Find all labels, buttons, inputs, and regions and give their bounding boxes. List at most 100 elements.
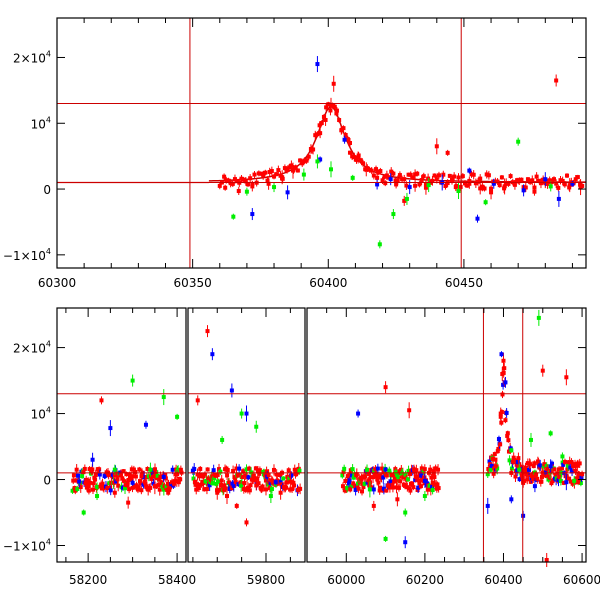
bottom-dense-point (390, 483, 395, 488)
top-y-tick-label: −1×104 (3, 247, 51, 263)
bottom-dense-point (392, 479, 397, 484)
top-dense-point (261, 173, 266, 178)
bottom-dense-point (212, 476, 217, 481)
bottom-dense-point (263, 473, 268, 478)
bottom-dense-point (340, 484, 345, 489)
bottom-dense-point (560, 460, 565, 465)
bottom-dense-point (148, 485, 153, 490)
bottom-dense-point (137, 467, 142, 472)
bottom-dense-point (134, 483, 139, 488)
bottom-point (210, 352, 215, 357)
bottom-dense-point (294, 472, 299, 477)
bottom-dense-point (567, 476, 572, 481)
top-point (310, 147, 315, 152)
bottom-dense-point (245, 485, 250, 490)
top-point (532, 189, 537, 194)
top-dense-point (276, 168, 281, 173)
bottom-dense-point (71, 478, 76, 483)
bottom-dense-point (538, 463, 543, 468)
bottom-dense-point (543, 473, 548, 478)
bottom-dense-point (78, 485, 83, 490)
bottom-x-tick-label: 60400 (484, 573, 522, 587)
bottom-dense-point (108, 485, 113, 490)
bottom-dense-point (178, 467, 183, 472)
top-point (556, 196, 561, 201)
top-dense-point (523, 185, 528, 190)
top-dense-point (404, 183, 409, 188)
bottom-dense-point (176, 480, 181, 485)
top-dense-point (287, 165, 292, 170)
bottom-y-tick-label: 104 (31, 406, 51, 422)
top-x-tick-label: 60400 (309, 276, 347, 290)
top-dense-point (497, 183, 502, 188)
top-dense-point (456, 175, 461, 180)
bottom-dense-point (395, 473, 400, 478)
bottom-dense-point (235, 473, 240, 478)
bottom-dense-point (515, 459, 520, 464)
bottom-dense-point (251, 473, 256, 478)
bottom-point (254, 424, 259, 429)
top-dense-point (458, 184, 463, 189)
bottom-point (572, 478, 577, 483)
bottom-dense-point (521, 467, 526, 472)
bottom-dense-point (136, 485, 141, 490)
top-dense-point (471, 172, 476, 177)
bottom-point (536, 315, 541, 320)
bottom-dense-point (380, 466, 385, 471)
bottom-dense-point (396, 475, 401, 480)
bottom-dense-point (204, 487, 209, 492)
bottom-point (205, 329, 210, 334)
bottom-dense-point (387, 468, 392, 473)
top-dense-point (369, 168, 374, 173)
bottom-dense-point (103, 473, 108, 478)
top-dense-point (269, 169, 274, 174)
bottom-dense-point (570, 469, 575, 474)
bottom-dense-point (516, 456, 521, 461)
bottom-dense-point (109, 480, 114, 485)
top-dense-point (400, 177, 405, 182)
bottom-dense-point (375, 477, 380, 482)
bottom-dense-point (524, 472, 529, 477)
bottom-dense-point (351, 475, 356, 480)
bottom-x-tick-label: 60000 (327, 573, 365, 587)
bottom-point (161, 474, 166, 479)
top-dense-point (410, 175, 415, 180)
bottom-dense-point (562, 459, 567, 464)
bottom-dense-point (575, 463, 580, 468)
bottom-dense-point (261, 469, 266, 474)
top-dense-point (532, 185, 537, 190)
top-dense-point (573, 177, 578, 182)
bottom-dense-point (142, 475, 147, 480)
bottom-dense-point (196, 486, 201, 491)
bottom-point (418, 484, 423, 489)
top-dense-point (426, 176, 431, 181)
bottom-dense-point (71, 473, 76, 478)
bottom-dense-point (541, 464, 546, 469)
bottom-dense-point (527, 467, 532, 472)
bottom-point (493, 464, 498, 469)
bottom-dense-point (198, 466, 203, 471)
bottom-point (130, 480, 135, 485)
top-point (231, 214, 236, 219)
top-dense-point (337, 118, 342, 123)
bottom-dense-point (143, 481, 148, 486)
bottom-dense-point (271, 479, 276, 484)
bottom-dense-point (120, 485, 125, 490)
bottom-dense-point (97, 472, 102, 477)
bottom-dense-point (240, 475, 245, 480)
top-dense-point (463, 181, 468, 186)
top-dense-point (293, 165, 298, 170)
bottom-dense-point (514, 462, 519, 467)
bottom-dense-point (388, 479, 393, 484)
bottom-dense-point (149, 476, 154, 481)
bottom-dense-point (271, 467, 276, 472)
bottom-dense-point (360, 481, 365, 486)
bottom-point (528, 437, 533, 442)
top-dense-point (469, 172, 474, 177)
top-dense-point (508, 174, 513, 179)
top-dense-point (356, 153, 361, 158)
top-dense-point (321, 114, 326, 119)
bottom-dense-point (204, 478, 209, 483)
top-dense-point (554, 181, 559, 186)
